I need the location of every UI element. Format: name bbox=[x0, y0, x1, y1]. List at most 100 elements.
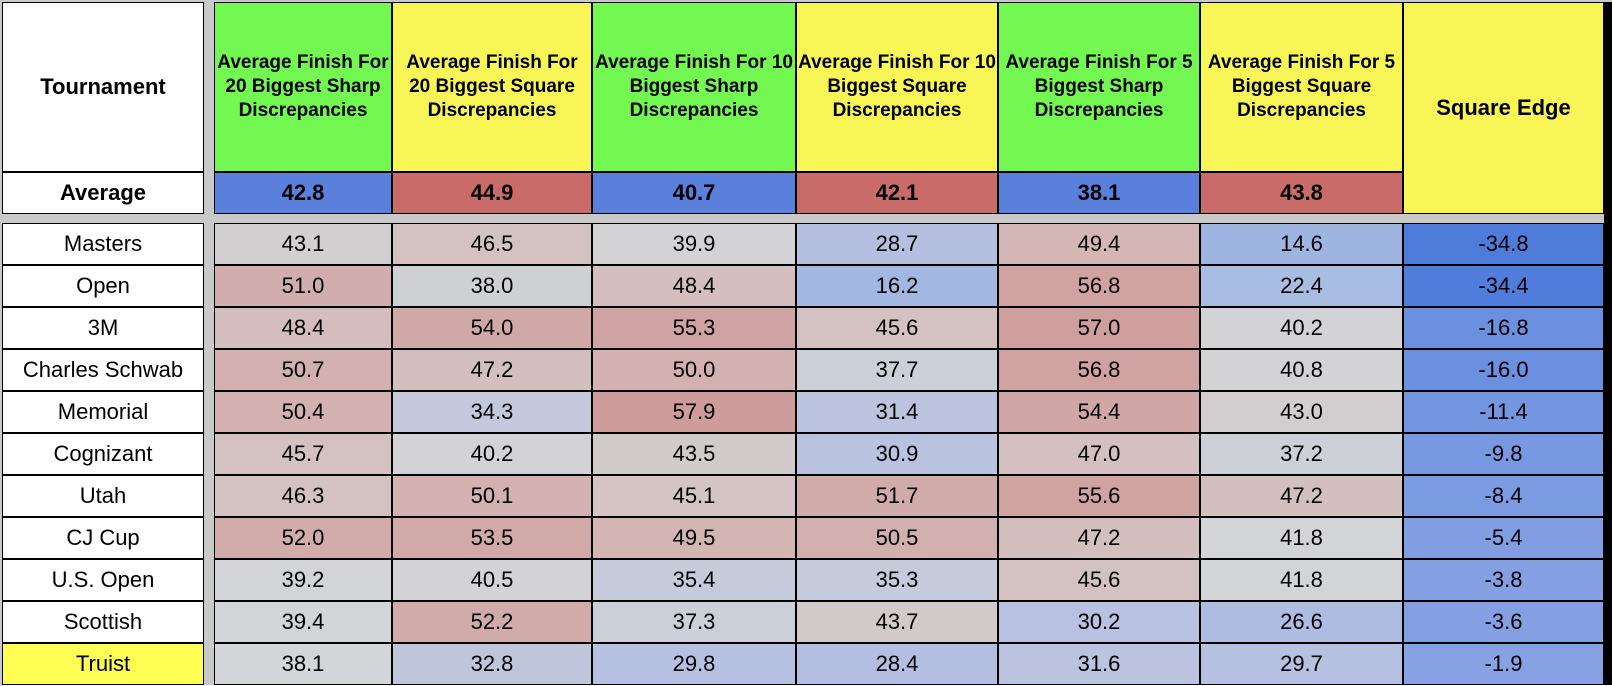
data-cell[interactable]: 37.7 bbox=[796, 349, 998, 391]
data-cell[interactable]: 28.7 bbox=[796, 223, 998, 265]
data-cell[interactable]: 55.3 bbox=[592, 307, 796, 349]
data-cell[interactable]: 57.9 bbox=[592, 391, 796, 433]
column-header-square-edge[interactable]: Square Edge bbox=[1403, 2, 1604, 214]
data-cell[interactable]: 45.6 bbox=[998, 559, 1200, 601]
data-cell[interactable]: 43.5 bbox=[592, 433, 796, 475]
data-cell[interactable]: 47.2 bbox=[998, 517, 1200, 559]
data-cell[interactable]: 43.0 bbox=[1200, 391, 1403, 433]
average-value-cell[interactable]: 43.8 bbox=[1200, 172, 1403, 214]
data-cell[interactable]: 38.0 bbox=[392, 265, 592, 307]
data-cell[interactable]: 31.4 bbox=[796, 391, 998, 433]
data-cell[interactable]: 47.2 bbox=[1200, 475, 1403, 517]
data-cell[interactable]: 56.8 bbox=[998, 265, 1200, 307]
data-cell[interactable]: 52.0 bbox=[214, 517, 392, 559]
frozen-row-divider[interactable] bbox=[2, 214, 1604, 223]
data-cell[interactable]: 48.4 bbox=[214, 307, 392, 349]
data-cell[interactable]: 41.8 bbox=[1200, 517, 1403, 559]
data-cell[interactable]: 37.3 bbox=[592, 601, 796, 643]
column-header[interactable]: Average Finish For 10 Biggest Square Dis… bbox=[796, 2, 998, 172]
data-cell[interactable]: 31.6 bbox=[998, 643, 1200, 685]
data-cell[interactable]: 39.9 bbox=[592, 223, 796, 265]
data-cell[interactable]: 54.4 bbox=[998, 391, 1200, 433]
tournament-label[interactable]: 3M bbox=[2, 307, 204, 349]
average-value-cell[interactable]: 38.1 bbox=[998, 172, 1200, 214]
tournament-label[interactable]: Truist bbox=[2, 643, 204, 685]
column-header[interactable]: Average Finish For 10 Biggest Sharp Disc… bbox=[592, 2, 796, 172]
data-cell[interactable]: 50.7 bbox=[214, 349, 392, 391]
data-cell[interactable]: 52.2 bbox=[392, 601, 592, 643]
average-row-label[interactable]: Average bbox=[2, 172, 204, 214]
data-cell[interactable]: 56.8 bbox=[998, 349, 1200, 391]
data-cell[interactable]: 26.6 bbox=[1200, 601, 1403, 643]
tournament-label[interactable]: Masters bbox=[2, 223, 204, 265]
data-cell[interactable]: 46.3 bbox=[214, 475, 392, 517]
data-cell[interactable]: 46.5 bbox=[392, 223, 592, 265]
data-cell[interactable]: 45.6 bbox=[796, 307, 998, 349]
data-cell[interactable]: 53.5 bbox=[392, 517, 592, 559]
data-cell[interactable]: 54.0 bbox=[392, 307, 592, 349]
square-edge-cell[interactable]: -34.8 bbox=[1403, 223, 1604, 265]
data-cell[interactable]: 28.4 bbox=[796, 643, 998, 685]
tournament-label[interactable]: Memorial bbox=[2, 391, 204, 433]
data-cell[interactable]: 39.4 bbox=[214, 601, 392, 643]
data-cell[interactable]: 34.3 bbox=[392, 391, 592, 433]
data-cell[interactable]: 29.7 bbox=[1200, 643, 1403, 685]
square-edge-cell[interactable]: -34.4 bbox=[1403, 265, 1604, 307]
square-edge-cell[interactable]: -9.8 bbox=[1403, 433, 1604, 475]
data-cell[interactable]: 49.5 bbox=[592, 517, 796, 559]
average-value-cell[interactable]: 44.9 bbox=[392, 172, 592, 214]
data-cell[interactable]: 41.8 bbox=[1200, 559, 1403, 601]
data-cell[interactable]: 29.8 bbox=[592, 643, 796, 685]
tournament-label[interactable]: Utah bbox=[2, 475, 204, 517]
data-cell[interactable]: 22.4 bbox=[1200, 265, 1403, 307]
data-cell[interactable]: 40.2 bbox=[392, 433, 592, 475]
data-cell[interactable]: 40.5 bbox=[392, 559, 592, 601]
data-cell[interactable]: 50.4 bbox=[214, 391, 392, 433]
data-cell[interactable]: 40.8 bbox=[1200, 349, 1403, 391]
data-cell[interactable]: 30.9 bbox=[796, 433, 998, 475]
average-value-cell[interactable]: 42.8 bbox=[214, 172, 392, 214]
square-edge-cell[interactable]: -3.6 bbox=[1403, 601, 1604, 643]
square-edge-cell[interactable]: -16.8 bbox=[1403, 307, 1604, 349]
tournament-label[interactable]: Open bbox=[2, 265, 204, 307]
tournament-label[interactable]: Cognizant bbox=[2, 433, 204, 475]
data-cell[interactable]: 51.7 bbox=[796, 475, 998, 517]
data-cell[interactable]: 49.4 bbox=[998, 223, 1200, 265]
data-cell[interactable]: 48.4 bbox=[592, 265, 796, 307]
column-header[interactable]: Average Finish For 20 Biggest Sharp Disc… bbox=[214, 2, 392, 172]
data-cell[interactable]: 47.0 bbox=[998, 433, 1200, 475]
average-value-cell[interactable]: 40.7 bbox=[592, 172, 796, 214]
data-cell[interactable]: 35.3 bbox=[796, 559, 998, 601]
tournament-label[interactable]: U.S. Open bbox=[2, 559, 204, 601]
data-cell[interactable]: 43.7 bbox=[796, 601, 998, 643]
average-value-cell[interactable]: 42.1 bbox=[796, 172, 998, 214]
data-cell[interactable]: 39.2 bbox=[214, 559, 392, 601]
tournament-label[interactable]: CJ Cup bbox=[2, 517, 204, 559]
column-header[interactable]: Average Finish For 5 Biggest Sharp Discr… bbox=[998, 2, 1200, 172]
data-cell[interactable]: 40.2 bbox=[1200, 307, 1403, 349]
data-cell[interactable]: 50.0 bbox=[592, 349, 796, 391]
data-cell[interactable]: 38.1 bbox=[214, 643, 392, 685]
data-cell[interactable]: 47.2 bbox=[392, 349, 592, 391]
tournament-label[interactable]: Scottish bbox=[2, 601, 204, 643]
square-edge-cell[interactable]: -3.8 bbox=[1403, 559, 1604, 601]
data-cell[interactable]: 32.8 bbox=[392, 643, 592, 685]
column-header[interactable]: Average Finish For 5 Biggest Square Disc… bbox=[1200, 2, 1403, 172]
data-cell[interactable]: 37.2 bbox=[1200, 433, 1403, 475]
square-edge-cell[interactable]: -8.4 bbox=[1403, 475, 1604, 517]
data-cell[interactable]: 30.2 bbox=[998, 601, 1200, 643]
data-cell[interactable]: 55.6 bbox=[998, 475, 1200, 517]
square-edge-cell[interactable]: -11.4 bbox=[1403, 391, 1604, 433]
column-header[interactable]: Average Finish For 20 Biggest Square Dis… bbox=[392, 2, 592, 172]
data-cell[interactable]: 14.6 bbox=[1200, 223, 1403, 265]
data-cell[interactable]: 35.4 bbox=[592, 559, 796, 601]
corner-header-tournament[interactable]: Tournament bbox=[2, 2, 204, 172]
data-cell[interactable]: 16.2 bbox=[796, 265, 998, 307]
data-cell[interactable]: 45.7 bbox=[214, 433, 392, 475]
square-edge-cell[interactable]: -5.4 bbox=[1403, 517, 1604, 559]
data-cell[interactable]: 43.1 bbox=[214, 223, 392, 265]
data-cell[interactable]: 50.5 bbox=[796, 517, 998, 559]
square-edge-cell[interactable]: -16.0 bbox=[1403, 349, 1604, 391]
frozen-column-divider[interactable] bbox=[204, 2, 214, 685]
data-cell[interactable]: 57.0 bbox=[998, 307, 1200, 349]
